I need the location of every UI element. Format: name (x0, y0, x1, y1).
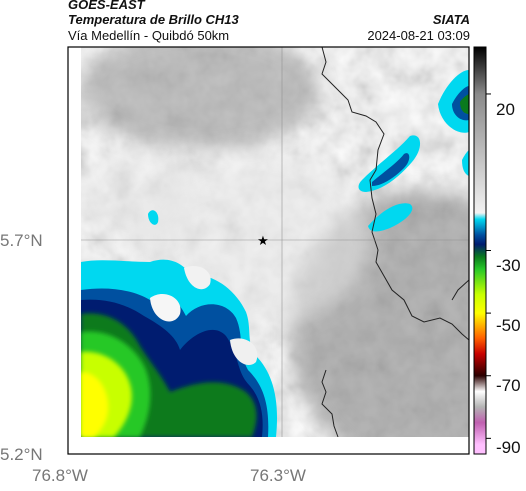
lat-tick-label: 5.2°N (0, 445, 43, 464)
graticule (81, 47, 469, 437)
colorbar-gradient (473, 46, 487, 455)
colorbar-label: -30 (496, 256, 521, 275)
lon-tick-label: 76.8°W (32, 466, 88, 485)
lat-tick-label: 5.7°N (0, 231, 43, 250)
colorbar-label: 20 (496, 100, 515, 119)
colorbar-label: -90 (496, 438, 521, 457)
site-marker-icon: ★ (257, 233, 269, 248)
agency-label: SIATA (432, 12, 470, 27)
map-frame (67, 46, 470, 455)
colorbar-label: -70 (496, 376, 521, 395)
satellite-title: GOES-EAST (68, 0, 145, 12)
region-subtitle: Vía Medellín - Quibdó 50km (68, 28, 230, 43)
border-lines (321, 47, 469, 437)
convective-cells (81, 70, 469, 437)
brightness-temperature-field: ★ (81, 47, 469, 437)
lon-tick-label: 76.3°W (250, 466, 306, 485)
colorbar-label: -50 (496, 316, 521, 335)
product-title: Temperatura de Brillo CH13 (68, 12, 239, 27)
colorbar (473, 46, 491, 455)
timestamp-label: 2024-08-21 03:09 (367, 28, 470, 43)
